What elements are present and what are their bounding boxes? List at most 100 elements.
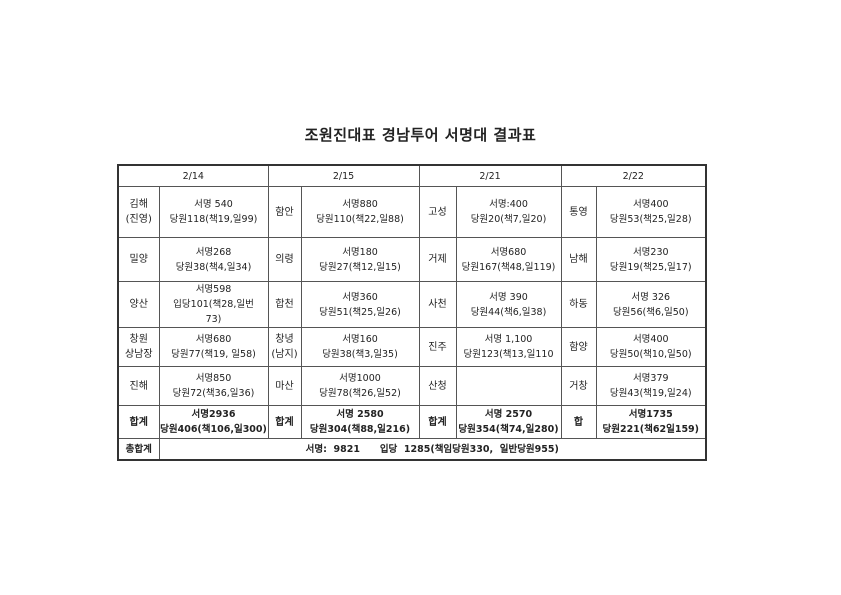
cell-line: 당원27(책12,일15) — [319, 261, 401, 273]
region-cell: 밀양 — [117, 237, 160, 282]
region-cell: 진주 — [418, 327, 457, 367]
cell-line: 당원38(책3,일35) — [322, 349, 398, 360]
cell-line: 서명850 — [195, 373, 232, 384]
cell-line: 양산 — [129, 299, 148, 310]
cell-line: 서명379 — [632, 373, 669, 384]
cell-line: 서명680 — [490, 246, 527, 258]
cell-line: 서명400 — [632, 334, 669, 345]
cell-line: 창원 — [129, 334, 148, 345]
cell-line: 서명2936 — [191, 409, 236, 420]
subtotal-label: 합계 — [267, 405, 302, 439]
cell-line: 함안 — [275, 206, 294, 218]
region-cell: 양산 — [117, 281, 160, 328]
cell-line: 당원20(책7,일20) — [470, 214, 547, 225]
result-cell: 서명680 당원167(책48,일119) — [455, 237, 562, 282]
table-row: 창원 상남장 서명680 당원77(책19, 일58) 창녕 (남지) 서명160 당원38(… — [117, 327, 707, 367]
region-cell: 산청 — [418, 366, 457, 406]
subtotal-cell: 서명 2580 당원304(책88,일216) — [300, 405, 420, 439]
cell-line: 당원221(책62일159) — [602, 424, 700, 435]
cell-line: 당원38(책4,일34) — [175, 261, 252, 273]
cell-line: 당원167(책48,일119) — [461, 261, 556, 273]
cell-line: 당원19(책25,일17) — [609, 261, 692, 273]
region-cell: 진해 — [117, 366, 160, 406]
result-cell: 서명:400 당원20(책7,일20) — [455, 186, 562, 238]
result-cell — [455, 366, 562, 406]
cell-line: 서명360 — [342, 291, 378, 303]
cell-line: 산청 — [428, 380, 447, 392]
table-row: 양산 서명598 입당101(책28,일번 73) 합천 서명360 당원51(책25,일2… — [117, 281, 707, 328]
cell-line: 당원110(책22,일88) — [316, 214, 404, 225]
cell-line: 당원50(책10,일50) — [609, 349, 692, 360]
cell-line: 상남장 — [124, 349, 153, 360]
region-cell: 창녕 (남지) — [267, 327, 302, 367]
cell-line: (진영) — [125, 214, 152, 225]
date-header-row: 2/14 2/15 2/21 2/22 — [117, 164, 707, 187]
date-header: 2/15 — [267, 164, 420, 187]
region-cell: 통영 — [560, 186, 597, 238]
cell-line: 마산 — [275, 380, 294, 392]
subtotal-label: 합 — [560, 405, 597, 439]
region-cell: 남해 — [560, 237, 597, 282]
cell-line: 김해 — [129, 199, 148, 210]
cell-line: 당원118(책19,일99) — [169, 214, 258, 225]
grand-total-row: 총합계 서명: 9821 입당 1285(책임당원330, 일반당원955) — [117, 438, 707, 461]
cell-line: 당원72(책36,일36) — [172, 388, 255, 399]
cell-line: 입당101(책28,일번 — [173, 299, 254, 310]
table-row: 김해 (진영) 서명 540 당원118(책19,일99) 함안 서명880 당원110(책… — [117, 186, 707, 238]
subtotal-cell: 서명1735 당원221(책62일159) — [595, 405, 707, 439]
cell-line: 진주 — [428, 341, 447, 353]
cell-line: 당원304(책88,일216) — [309, 424, 411, 435]
region-cell: 거창 — [560, 366, 597, 406]
result-cell: 서명 540 당원118(책19,일99) — [158, 186, 269, 238]
grand-total-value: 서명: 9821 입당 1285(책임당원330, 일반당원955) — [158, 438, 707, 461]
result-cell: 서명400 당원50(책10,일50) — [595, 327, 707, 367]
result-cell: 서명160 당원38(책3,일35) — [300, 327, 420, 367]
cell-line: 서명1000 — [339, 373, 381, 384]
cell-line: 하동 — [569, 299, 588, 310]
cell-line: 73) — [205, 314, 222, 325]
cell-line: 당원56(책6,일50) — [612, 306, 689, 318]
result-cell: 서명180 당원27(책12,일15) — [300, 237, 420, 282]
result-cell: 서명360 당원51(책25,일26) — [300, 281, 420, 328]
cell-line: 당원53(책25,일28) — [609, 214, 692, 225]
result-cell: 서명598 입당101(책28,일번 73) — [158, 281, 269, 328]
cell-line: 거제 — [428, 254, 447, 265]
cell-line: 서명 326 — [631, 291, 671, 303]
cell-line: 서명 2570 — [484, 409, 533, 420]
result-cell: 서명379 당원43(책19,일24) — [595, 366, 707, 406]
region-cell: 함안 — [267, 186, 302, 238]
cell-line: 의령 — [275, 254, 294, 265]
result-cell: 서명 390 당원44(책6,일38) — [455, 281, 562, 328]
cell-line: 서명1735 — [628, 409, 673, 420]
date-header: 2/22 — [560, 164, 707, 187]
cell-line: 서명180 — [342, 246, 378, 258]
cell-line: 서명268 — [195, 246, 232, 258]
cell-line: 당원43(책19,일24) — [609, 388, 692, 399]
subtotal-label: 합계 — [117, 405, 160, 439]
cell-line: 당원406(책106,일300) — [160, 424, 267, 435]
table-row: 진해 서명850 당원72(책36,일36) 마산 서명1000 당원78(책26,일52… — [117, 366, 707, 406]
cell-line: 창녕 — [275, 334, 294, 345]
cell-line: 당원123(책13,일110 — [463, 349, 554, 360]
cell-line: 서명 540 — [194, 199, 233, 210]
date-header: 2/21 — [418, 164, 562, 187]
region-cell: 거제 — [418, 237, 457, 282]
cell-line: 거창 — [569, 380, 588, 392]
cell-line: 통영 — [569, 206, 588, 218]
result-cell: 서명230 당원19(책25,일17) — [595, 237, 707, 282]
result-cell: 서명850 당원72(책36,일36) — [158, 366, 269, 406]
result-cell: 서명680 당원77(책19, 일58) — [158, 327, 269, 367]
result-cell: 서명 326 당원56(책6,일50) — [595, 281, 707, 328]
cell-line: 서명880 — [342, 199, 378, 210]
cell-line: 밀양 — [129, 254, 148, 265]
table-row: 밀양 서명268 당원38(책4,일34) 의령 서명180 당원27(책12,일15) 거… — [117, 237, 707, 282]
cell-line: 진해 — [129, 380, 148, 392]
cell-line: 서명160 — [342, 334, 378, 345]
cell-line: 당원354(책74,일280) — [458, 424, 559, 435]
region-cell: 마산 — [267, 366, 302, 406]
subtotal-label: 합계 — [418, 405, 457, 439]
cell-line: 서명:400 — [489, 199, 528, 210]
subtotal-row: 합계 서명2936 당원406(책106,일300) 합계 서명 2580 당원304(책… — [117, 405, 707, 439]
cell-line: 합천 — [275, 299, 294, 310]
